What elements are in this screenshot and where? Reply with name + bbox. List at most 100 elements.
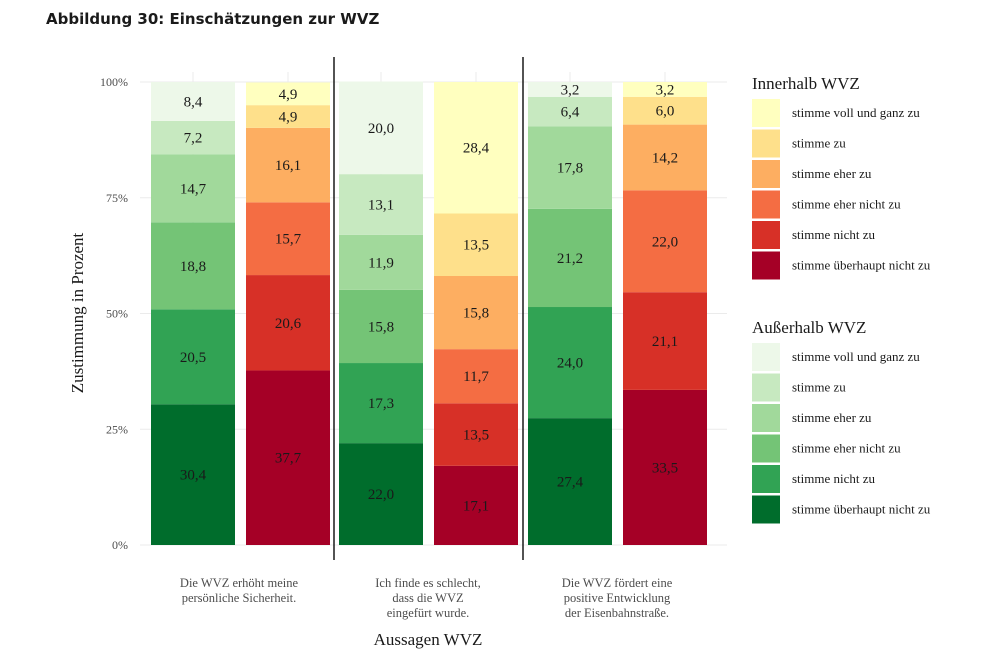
y-tick-label: 100% [100,75,128,89]
x-category-label: persönliche Sicherheit. [182,591,297,605]
legend-swatch [752,160,780,188]
data-label: 8,4 [184,94,203,110]
data-label: 13,1 [368,197,394,213]
data-label: 15,7 [275,232,302,248]
data-label: 20,5 [180,350,206,366]
data-label: 3,2 [561,82,580,98]
bar-segment-innerhalb [434,349,518,404]
x-category-label: der Eisenbahnstraße. [565,606,669,620]
data-label: 18,8 [180,259,206,275]
legend-label: stimme eher zu [792,410,872,425]
data-label: 15,8 [463,306,489,322]
legend-label: stimme eher nicht zu [792,197,901,212]
legend-swatch [752,221,780,249]
legend-label: stimme zu [792,380,846,395]
data-label: 24,0 [557,356,583,372]
bar-segment-ausserhalb [528,418,612,545]
bar-segment-innerhalb [246,202,330,276]
data-label: 33,5 [652,460,678,476]
bar-segment-innerhalb [623,82,707,97]
data-label: 11,7 [463,369,489,385]
y-tick-label: 0% [112,538,128,552]
y-tick-label: 50% [106,307,128,321]
bar-segment-innerhalb [246,105,330,128]
bar-segment-ausserhalb [339,174,423,235]
legend-swatch [752,465,780,493]
bar-segment-innerhalb [623,124,707,191]
data-label: 4,9 [279,87,298,103]
bar-segment-innerhalb [623,292,707,390]
bar-segment-ausserhalb [339,443,423,545]
legend-swatch [752,343,780,371]
bar-segment-innerhalb [434,403,518,466]
data-label: 30,4 [180,468,207,484]
bar-segment-ausserhalb [339,289,423,364]
figure-title: Abbildung 30: Einschätzungen zur WVZ [46,10,380,28]
bar-segment-ausserhalb [151,404,235,545]
bar-segment-ausserhalb [151,120,235,155]
bar-segment-innerhalb [623,96,707,125]
legend-swatch [752,373,780,402]
bar-segment-innerhalb [623,190,707,293]
y-axis-title: Zustimmung in Prozent [68,232,87,393]
bar-segment-ausserhalb [528,208,612,308]
legend-label: stimme voll und ganz zu [792,105,920,120]
legend-title: Innerhalb WVZ [752,74,860,93]
data-label: 14,2 [652,150,678,166]
data-label: 17,8 [557,161,583,177]
bar-segment-ausserhalb [528,96,612,127]
bar-segment-innerhalb [246,370,330,545]
data-label: 11,9 [368,255,394,271]
data-label: 15,8 [368,319,394,335]
bar-segment-innerhalb [246,127,330,203]
bar-segment-ausserhalb [151,154,235,223]
legend-swatch [752,190,780,219]
y-tick-label: 25% [106,422,128,436]
bar-segment-innerhalb [434,82,518,214]
bar-segment-ausserhalb [151,222,235,310]
bar-segment-ausserhalb [151,309,235,405]
legend-swatch [752,129,780,158]
data-label: 17,1 [463,498,489,514]
data-label: 13,5 [463,428,489,444]
bar-segment-innerhalb [434,213,518,276]
data-label: 14,7 [180,181,207,197]
data-label: 17,3 [368,396,394,412]
data-label: 16,1 [275,158,301,174]
bar-segment-innerhalb [623,389,707,545]
legend-title: Außerhalb WVZ [752,318,866,337]
data-label: 21,1 [652,334,678,350]
legend-label: stimme überhaupt nicht zu [792,502,931,517]
legend-swatch [752,404,780,432]
bar-segment-ausserhalb [151,82,235,121]
x-axis-title: Aussagen WVZ [374,630,483,649]
data-label: 3,2 [656,82,675,98]
data-label: 4,9 [279,109,298,125]
bar-segment-ausserhalb [528,82,612,97]
x-category-label: eingefürt wurde. [387,606,470,620]
legend-label: stimme eher nicht zu [792,441,901,456]
data-label: 27,4 [557,475,584,491]
bar-segment-ausserhalb [339,81,423,175]
legend-label: stimme eher zu [792,166,872,181]
data-label: 20,6 [275,316,302,332]
legend-label: stimme überhaupt nicht zu [792,258,931,273]
x-category-label: Ich finde es schlecht, [375,576,481,590]
y-tick-label: 75% [106,191,128,205]
data-label: 22,0 [368,487,394,503]
legend-label: stimme nicht zu [792,471,876,486]
x-category-label: Die WVZ fördert eine [562,576,673,590]
data-label: 37,7 [275,451,302,467]
legend-swatch [752,251,780,280]
bar-segment-innerhalb [246,275,330,371]
bar-segment-ausserhalb [528,126,612,209]
bar-segment-innerhalb [246,82,330,106]
legend-swatch [752,99,780,127]
legend-swatch [752,434,780,463]
bar-segment-innerhalb [434,465,518,545]
bar-segment-ausserhalb [339,234,423,290]
data-label: 13,5 [463,238,489,254]
data-label: 6,4 [561,105,580,121]
data-label: 21,2 [557,251,583,267]
